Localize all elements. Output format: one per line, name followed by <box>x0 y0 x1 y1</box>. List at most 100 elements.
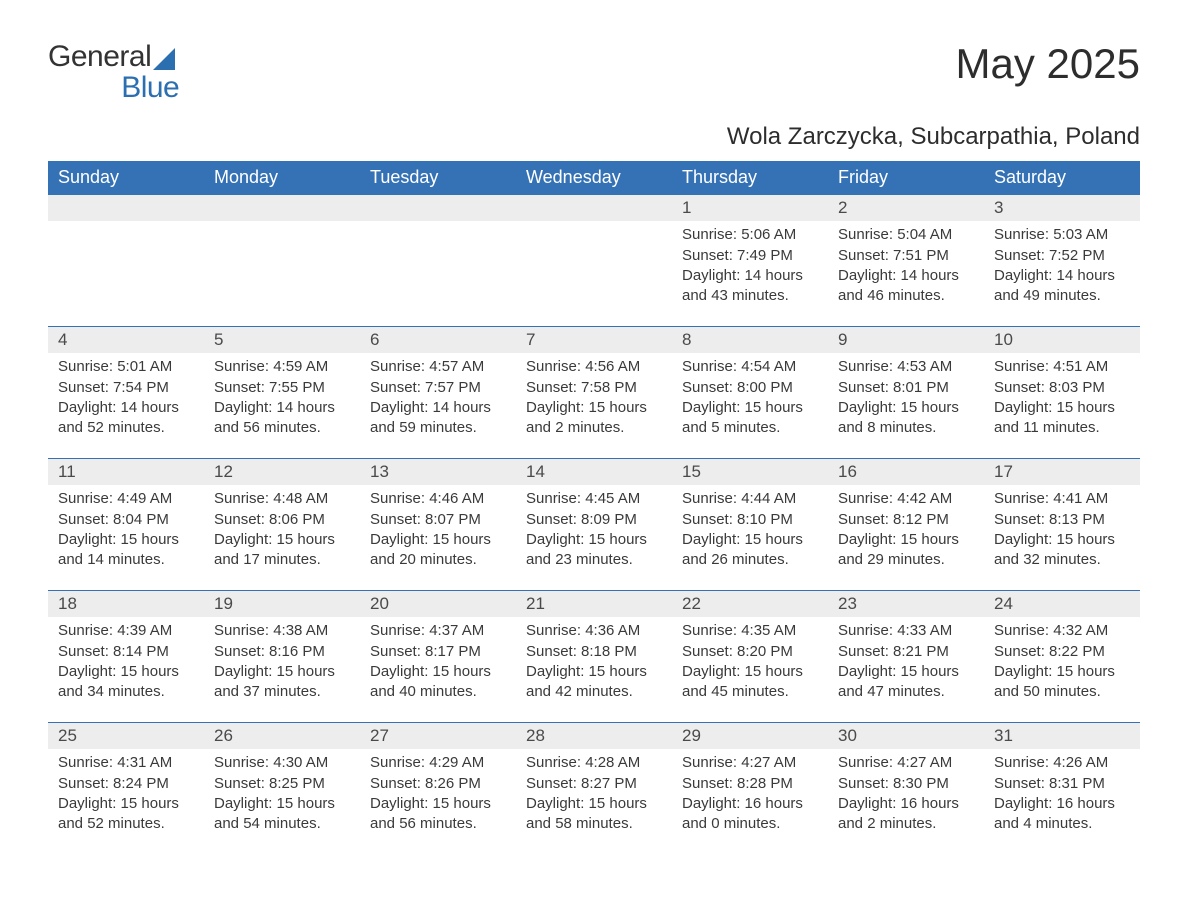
detail-line: Sunrise: 4:33 AM <box>838 621 974 641</box>
detail-label: Daylight: <box>838 399 901 416</box>
detail-line: and 34 minutes. <box>58 682 194 702</box>
detail-value: 4:53 AM <box>897 358 952 375</box>
detail-value: 14 hours <box>433 399 491 416</box>
calendar-cell: 27Sunrise: 4:29 AMSunset: 8:26 PMDayligh… <box>360 722 516 854</box>
detail-value: 8:00 PM <box>737 379 793 396</box>
detail-value: 15 hours <box>433 795 491 812</box>
detail-label: Sunrise: <box>58 754 117 771</box>
detail-line: Sunset: 8:04 PM <box>58 510 194 530</box>
detail-label: Daylight: <box>370 399 433 416</box>
dayname-header: Thursday <box>672 161 828 194</box>
day-number-band <box>204 194 360 221</box>
detail-line: Sunrise: 5:03 AM <box>994 225 1130 245</box>
calendar-cell: 5 Sunrise: 4:59 AMSunset: 7:55 PMDaylight… <box>204 326 360 458</box>
detail-line: Sunset: 8:13 PM <box>994 510 1130 530</box>
detail-label: Sunset: <box>58 643 113 660</box>
day-number: 24 <box>994 594 1013 613</box>
calendar-cell <box>516 194 672 326</box>
calendar-week: 1 Sunrise: 5:06 AMSunset: 7:49 PMDaylight… <box>48 194 1140 326</box>
day-detail: Sunrise: 4:26 AMSunset: 8:31 PMDaylight:… <box>984 749 1140 844</box>
detail-value: and 29 minutes. <box>838 551 945 568</box>
header-row: General Blue May 2025 <box>48 40 1140 105</box>
detail-label: Sunrise: <box>682 358 741 375</box>
calendar-cell: 16Sunrise: 4:42 AMSunset: 8:12 PMDayligh… <box>828 458 984 590</box>
detail-line: Sunrise: 4:28 AM <box>526 753 662 773</box>
detail-value: 8:03 PM <box>1049 379 1105 396</box>
day-number-band: 4 <box>48 326 204 353</box>
detail-value: 15 hours <box>589 531 647 548</box>
day-number-band: 21 <box>516 590 672 617</box>
detail-label: Daylight: <box>526 531 589 548</box>
detail-value: and 2 minutes. <box>526 419 624 436</box>
day-detail: Sunrise: 4:30 AMSunset: 8:25 PMDaylight:… <box>204 749 360 844</box>
detail-line: Sunset: 7:49 PM <box>682 246 818 266</box>
page-title: May 2025 <box>956 40 1140 88</box>
day-number: 20 <box>370 594 389 613</box>
detail-label: Daylight: <box>214 399 277 416</box>
day-number-band: 5 <box>204 326 360 353</box>
day-detail: Sunrise: 4:38 AMSunset: 8:16 PMDaylight:… <box>204 617 360 712</box>
detail-value: 4:45 AM <box>585 490 640 507</box>
day-number: 18 <box>58 594 77 613</box>
location-line: Wola Zarczycka, Subcarpathia, Poland <box>48 123 1140 151</box>
day-number: 30 <box>838 726 857 745</box>
day-detail: Sunrise: 5:03 AMSunset: 7:52 PMDaylight:… <box>984 221 1140 316</box>
day-number: 10 <box>994 330 1013 349</box>
detail-label: Sunset: <box>838 247 893 264</box>
detail-line: Sunset: 8:25 PM <box>214 774 350 794</box>
calendar-cell: 2Sunrise: 5:04 AMSunset: 7:51 PMDaylight… <box>828 194 984 326</box>
detail-label: Sunset: <box>58 379 113 396</box>
detail-line: and 11 minutes. <box>994 418 1130 438</box>
day-number-band: 27 <box>360 722 516 749</box>
day-number: 12 <box>214 462 233 481</box>
day-number: 2 <box>838 198 847 217</box>
detail-line: Daylight: 14 hours <box>838 266 974 286</box>
dayname-header: Sunday <box>48 161 204 194</box>
day-number: 5 <box>214 330 223 349</box>
detail-line: Sunset: 8:31 PM <box>994 774 1130 794</box>
detail-line: Daylight: 15 hours <box>214 530 350 550</box>
day-detail: Sunrise: 4:56 AMSunset: 7:58 PMDaylight:… <box>516 353 672 448</box>
detail-value: 7:58 PM <box>581 379 637 396</box>
detail-value: and 52 minutes. <box>58 419 165 436</box>
detail-line: and 56 minutes. <box>214 418 350 438</box>
detail-value: 16 hours <box>745 795 803 812</box>
detail-value: 8:14 PM <box>113 643 169 660</box>
detail-value: 4:46 AM <box>429 490 484 507</box>
day-detail <box>516 221 672 235</box>
day-number: 1 <box>682 198 691 217</box>
detail-line: Sunset: 8:22 PM <box>994 642 1130 662</box>
calendar-cell: 4Sunrise: 5:01 AMSunset: 7:54 PMDaylight… <box>48 326 204 458</box>
detail-label: Sunset: <box>526 379 581 396</box>
day-number: 29 <box>682 726 701 745</box>
detail-value: 4:39 AM <box>117 622 172 639</box>
detail-value: 8:21 PM <box>893 643 949 660</box>
detail-label: Sunrise: <box>526 622 585 639</box>
detail-label: Daylight: <box>682 399 745 416</box>
calendar-cell: 9Sunrise: 4:53 AMSunset: 8:01 PMDaylight… <box>828 326 984 458</box>
detail-line: Sunset: 8:07 PM <box>370 510 506 530</box>
detail-value: 15 hours <box>121 795 179 812</box>
detail-line: Sunrise: 4:51 AM <box>994 357 1130 377</box>
day-detail: Sunrise: 5:01 AMSunset: 7:54 PMDaylight:… <box>48 353 204 448</box>
day-number-band: 30 <box>828 722 984 749</box>
dayname-header: Friday <box>828 161 984 194</box>
detail-line: Daylight: 15 hours <box>682 662 818 682</box>
day-number: 7 <box>526 330 535 349</box>
detail-line: and 59 minutes. <box>370 418 506 438</box>
day-detail: Sunrise: 4:27 AMSunset: 8:28 PMDaylight:… <box>672 749 828 844</box>
day-detail: Sunrise: 4:59 AMSunset: 7:55 PMDaylight:… <box>204 353 360 448</box>
detail-value: 15 hours <box>277 531 335 548</box>
detail-value: 8:18 PM <box>581 643 637 660</box>
detail-line: Daylight: 14 hours <box>994 266 1130 286</box>
detail-value: 4:49 AM <box>117 490 172 507</box>
detail-line: Daylight: 16 hours <box>838 794 974 814</box>
day-number-band: 6 <box>360 326 516 353</box>
calendar-cell: 31Sunrise: 4:26 AMSunset: 8:31 PMDayligh… <box>984 722 1140 854</box>
day-number-band: 9 <box>828 326 984 353</box>
detail-value: and 5 minutes. <box>682 419 780 436</box>
detail-line: and 52 minutes. <box>58 814 194 834</box>
detail-label: Sunrise: <box>526 358 585 375</box>
day-number: 6 <box>370 330 379 349</box>
day-detail: Sunrise: 5:06 AMSunset: 7:49 PMDaylight:… <box>672 221 828 316</box>
